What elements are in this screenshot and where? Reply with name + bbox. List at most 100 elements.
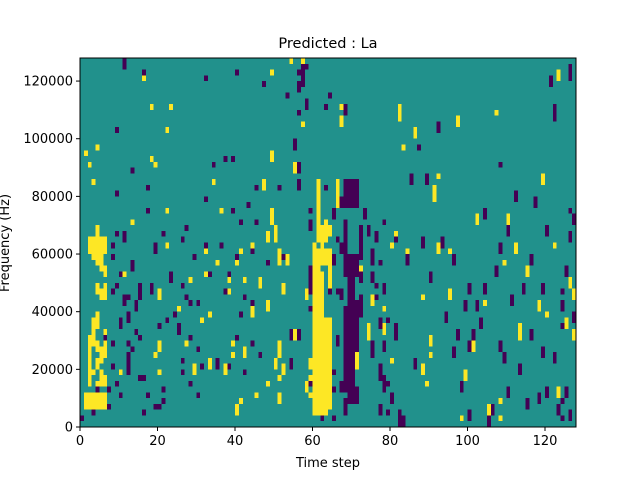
- heatmap-cell-high: [312, 328, 317, 335]
- heatmap-cell-high: [312, 375, 317, 381]
- heatmap-cell-high: [568, 277, 573, 283]
- heatmap-cell-high: [316, 363, 321, 370]
- heatmap-cell-low: [242, 294, 247, 301]
- heatmap-cell-low: [204, 196, 208, 203]
- heatmap-cell-high: [87, 375, 92, 381]
- heatmap-cell-high: [506, 213, 511, 220]
- heatmap-cell-high: [455, 121, 460, 128]
- heatmap-cell-low: [459, 386, 464, 393]
- heatmap-cell-high: [281, 288, 286, 295]
- heatmap-cell-high: [312, 369, 317, 376]
- heatmap-cell-low: [347, 352, 352, 358]
- heatmap-cell-low: [297, 161, 301, 168]
- heatmap-cell-low: [347, 380, 352, 387]
- heatmap-cell-low: [545, 386, 549, 393]
- heatmap-cell-low: [355, 317, 359, 324]
- heatmap-cell-low: [355, 271, 359, 278]
- heatmap-cell-low: [297, 334, 301, 341]
- heatmap-cell-low: [339, 242, 344, 249]
- heatmap-cell-high: [87, 236, 92, 243]
- heatmap-cell-low: [343, 225, 348, 231]
- heatmap-cell-low: [351, 346, 356, 353]
- heatmap-cell-low: [560, 288, 565, 295]
- heatmap-cell-low: [413, 357, 418, 364]
- heatmap-cell-high: [572, 288, 576, 295]
- heatmap-cell-high: [320, 340, 325, 347]
- heatmap-cell-high: [312, 323, 317, 329]
- heatmap-cell-low: [351, 259, 356, 266]
- heatmap-cell-low: [142, 375, 146, 381]
- heatmap-cell-low: [355, 305, 359, 312]
- y-tick-label: 60000: [32, 248, 73, 263]
- heatmap-cell-low: [343, 357, 348, 364]
- heatmap-cell-high: [316, 259, 321, 266]
- heatmap-cell-high: [328, 340, 332, 347]
- heatmap-cell-low: [122, 58, 127, 64]
- heatmap-cell-high: [91, 248, 96, 255]
- heatmap-cell-low: [331, 259, 336, 266]
- heatmap-cell-low: [250, 248, 255, 255]
- heatmap-cell-high: [95, 317, 100, 324]
- heatmap-cell-high: [424, 380, 429, 387]
- heatmap-cell-low: [463, 300, 468, 306]
- heatmap-cell-high: [204, 271, 208, 278]
- heatmap-cell-high: [328, 317, 332, 324]
- heatmap-cell-high: [517, 334, 522, 341]
- heatmap-cell-high: [304, 380, 309, 387]
- heatmap-cell-high: [99, 369, 104, 376]
- heatmap-cell-high: [95, 392, 100, 399]
- heatmap-cell-low: [494, 271, 499, 278]
- heatmap-cell-high: [328, 380, 332, 387]
- heatmap-cell-low: [452, 254, 456, 260]
- heatmap-cell-high: [285, 254, 290, 260]
- heatmap-cell-high: [99, 242, 104, 249]
- heatmap-cell-high: [370, 294, 375, 301]
- heatmap-cell-high: [316, 403, 321, 410]
- heatmap-cell-high: [91, 392, 96, 399]
- heatmap-cell-high: [514, 242, 518, 249]
- heatmap-cell-high: [91, 340, 96, 347]
- heatmap-cell-high: [328, 346, 332, 353]
- heatmap-cell-high: [219, 207, 224, 214]
- heatmap-cell-low: [347, 392, 352, 399]
- heatmap-cell-high: [149, 156, 154, 162]
- heatmap-cell-low: [471, 328, 476, 335]
- heatmap-cell-low: [370, 340, 375, 347]
- heatmap-cell-high: [103, 346, 108, 353]
- heatmap-cell-low: [130, 265, 135, 272]
- heatmap-cell-high: [320, 311, 325, 318]
- heatmap-cell-low: [289, 334, 294, 341]
- heatmap-cell-high: [324, 236, 328, 243]
- heatmap-cell-high: [552, 242, 557, 249]
- heatmap-cell-high: [471, 346, 476, 353]
- heatmap-cell-low: [114, 127, 119, 133]
- heatmap-cell-high: [320, 386, 325, 393]
- heatmap-cell-high: [320, 380, 325, 387]
- heatmap-cell-high: [266, 305, 270, 312]
- heatmap-cell-high: [142, 75, 146, 82]
- heatmap-cell-high: [103, 375, 108, 381]
- heatmap-cell-low: [409, 179, 414, 185]
- heatmap-cell-high: [328, 248, 332, 255]
- heatmap-cell-low: [393, 236, 398, 243]
- heatmap-cell-high: [308, 363, 313, 370]
- heatmap-cell-low: [347, 311, 352, 318]
- heatmap-cell-low: [560, 323, 565, 329]
- heatmap-cell-low: [351, 328, 356, 335]
- heatmap-cell-high: [421, 369, 425, 376]
- heatmap-cell-low: [467, 288, 472, 295]
- heatmap-cell-low: [343, 352, 348, 358]
- heatmap-cell-low: [525, 398, 530, 404]
- heatmap-cell-high: [87, 357, 92, 364]
- heatmap-cell-high: [324, 369, 328, 376]
- plot-frame: [79, 57, 577, 428]
- heatmap-cell-low: [343, 334, 348, 341]
- heatmap-cell-low: [564, 265, 569, 272]
- heatmap-cell-low: [517, 369, 522, 376]
- heatmap-cell-low: [351, 317, 356, 324]
- heatmap-cell-low: [564, 271, 569, 278]
- heatmap-cell-low: [111, 242, 115, 249]
- plot-area: [79, 57, 577, 428]
- heatmap-cell-low: [227, 271, 232, 278]
- heatmap-cell-high: [328, 323, 332, 329]
